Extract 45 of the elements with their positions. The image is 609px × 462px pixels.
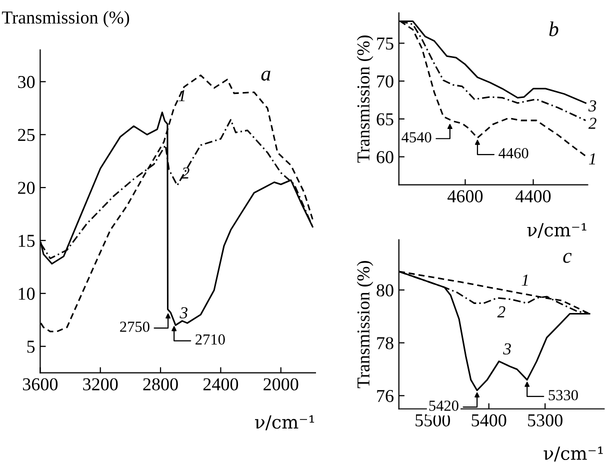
y-tick-label: 25 — [18, 128, 35, 142]
annotation: 5330 — [548, 390, 578, 400]
x-axis-title: ν/cm⁻¹ — [527, 223, 586, 238]
text: a — [261, 70, 270, 81]
annotation: 2750 — [120, 322, 150, 332]
y-tick-label: 65 — [376, 113, 394, 126]
y-tick-label: 10 — [18, 288, 35, 300]
y-tick-label: 5 — [27, 340, 35, 353]
legend-label: 3 — [180, 307, 188, 318]
y-tick-label: 20 — [18, 182, 35, 194]
x-tick-label: 5300 — [528, 414, 562, 426]
series-label: 3 — [503, 343, 511, 355]
y-tick-label: 78 — [377, 337, 394, 350]
chart-title: c — [563, 252, 572, 263]
y-tick-label: 80 — [376, 284, 394, 296]
annotation: 4540 — [402, 132, 432, 142]
y-axis-title: Transmission (%) — [356, 260, 374, 388]
y-tick-label: 30 — [18, 76, 35, 88]
y-tick-label: 15 — [18, 234, 35, 247]
x-tick-label: 4400 — [516, 190, 551, 202]
y-tick-label: 70 — [377, 75, 394, 88]
x-tick-label: 2400 — [203, 378, 238, 390]
y-tick-label: 60 — [376, 151, 394, 164]
y-tick-label: 75 — [377, 38, 394, 50]
series-label: 2 — [588, 118, 596, 129]
annotation: 2710 — [196, 334, 225, 345]
x-tick-label: 4600 — [448, 190, 483, 202]
x-tick-label: 2800 — [143, 378, 178, 390]
y-axis-title: Transmission (%) — [356, 36, 374, 163]
y-axis-title: Transmission (%) — [2, 10, 130, 28]
series-label: 3 — [588, 100, 596, 112]
series-label: 1 — [178, 90, 185, 102]
x-tick-label: 5400 — [472, 414, 506, 426]
series-label: 2 — [497, 306, 506, 318]
annotation: 5420 — [429, 400, 458, 411]
series-label: 1 — [522, 274, 528, 286]
x-tick-label: 2000 — [264, 378, 298, 390]
y-tick-label: 76 — [377, 390, 394, 402]
series-label: 1 — [589, 153, 595, 164]
x-axis-title: ν/cm⁻¹ — [544, 446, 603, 462]
annotation: 4460 — [498, 148, 528, 158]
x-axis-title: ν/cm⁻¹ — [255, 415, 314, 430]
chart-title: b — [549, 22, 558, 36]
x-tick-label: 3600 — [23, 378, 58, 390]
x-tick-label: 3200 — [83, 378, 118, 390]
